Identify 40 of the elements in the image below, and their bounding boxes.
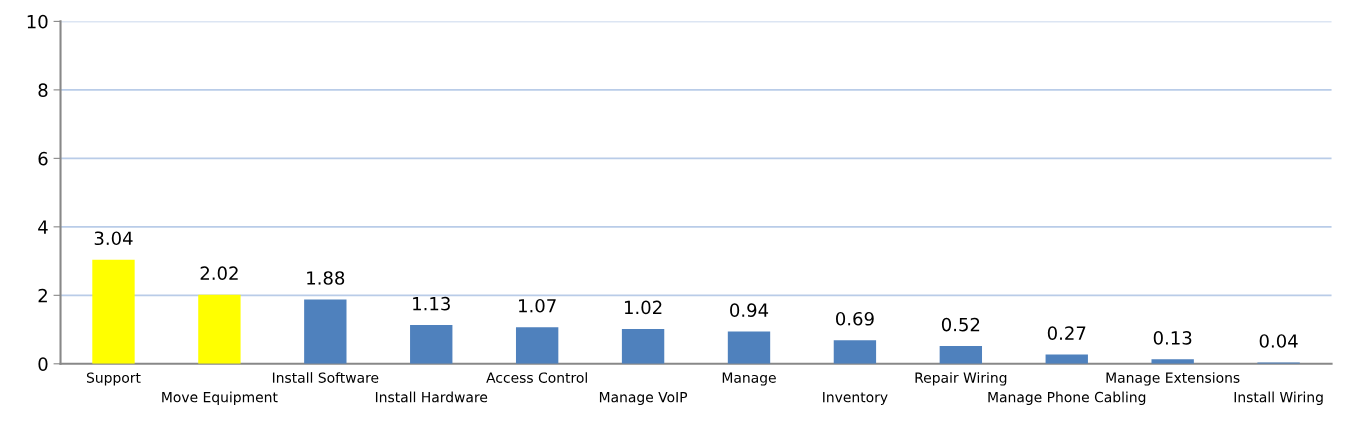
y-tick-label: 2 [38, 288, 47, 303]
x-tick-label: Install Software [272, 372, 379, 383]
data-label: 3.04 [94, 231, 133, 246]
bar [304, 299, 347, 364]
data-label: 0.13 [1153, 331, 1192, 345]
y-tick-label: 8 [38, 83, 48, 97]
bar [410, 325, 453, 364]
x-tick-label: Access Control [486, 372, 587, 383]
bar [198, 294, 241, 364]
data-label: 1.02 [624, 300, 662, 315]
bar [621, 328, 665, 364]
data-label: 0.27 [1047, 326, 1086, 340]
x-tick-label: Move Equipment [162, 391, 278, 406]
y-tick-label: 6 [38, 151, 48, 166]
x-tick-label: Manage [722, 372, 776, 386]
bar [833, 340, 877, 364]
x-tick-label: Install Hardware [375, 391, 488, 403]
y-tick-label: 10 [27, 14, 48, 29]
data-label: 1.07 [519, 298, 556, 313]
y-tick-label: 0 [38, 357, 48, 371]
x-tick-label: Manage VoIP [599, 392, 688, 406]
x-tick-label: Repair Wiring [915, 372, 1007, 386]
bar [515, 327, 559, 364]
x-tick-label: Inventory [823, 392, 888, 406]
data-label: 2.02 [200, 266, 238, 281]
x-tick-label: Manage Phone Cabling [988, 391, 1146, 406]
data-label: 0.52 [941, 317, 980, 332]
data-label: 0.69 [836, 311, 874, 326]
bar [727, 331, 771, 364]
data-label: 0.04 [1259, 334, 1298, 348]
data-label: 1.13 [413, 296, 450, 311]
data-label: 1.88 [307, 271, 345, 285]
x-tick-label: Support [86, 372, 141, 386]
y-tick-label: 4 [38, 220, 48, 234]
bar [939, 346, 983, 364]
x-tick-label: Manage Extensions [1106, 372, 1240, 386]
data-label: 0.94 [730, 303, 769, 318]
bar [1151, 359, 1194, 364]
x-tick-label: Install Wiring [1234, 391, 1323, 406]
bar [92, 259, 135, 364]
